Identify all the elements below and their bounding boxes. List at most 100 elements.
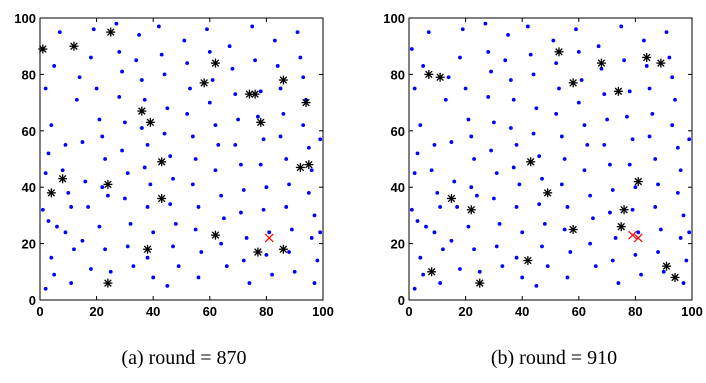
node-point [678, 236, 683, 240]
node-point [188, 86, 192, 91]
cluster-head-point [157, 193, 167, 203]
cluster-head-point [106, 27, 116, 37]
y-tick-label: 20 [22, 237, 36, 252]
node-point [196, 205, 201, 209]
node-point [139, 78, 144, 82]
y-tick-label: 40 [22, 180, 36, 195]
cluster-head-point [633, 177, 643, 187]
node-point [301, 123, 306, 128]
cluster-head-point [46, 188, 56, 198]
node-point [446, 75, 451, 80]
node-point [452, 179, 457, 184]
node-point [466, 224, 471, 229]
cluster-head-point [424, 69, 434, 79]
node-point [241, 188, 246, 192]
node-point [616, 281, 621, 285]
cluster-head-point [619, 205, 629, 215]
node-point [292, 269, 297, 274]
cluster-head-point [642, 52, 652, 62]
node-point [670, 75, 675, 80]
node-point [272, 38, 277, 43]
node-point [123, 120, 127, 125]
node-point [106, 193, 110, 198]
node-point [537, 154, 542, 159]
x-tick-label: 40 [146, 304, 160, 319]
cluster-head-point [137, 106, 147, 116]
cluster-head-point [466, 205, 476, 215]
node-point [622, 58, 626, 63]
node-point [432, 143, 437, 147]
node-point [264, 252, 269, 257]
node-point [506, 33, 510, 37]
x-tick-label: 0 [405, 304, 412, 319]
node-point [287, 182, 291, 187]
node-point [562, 157, 567, 161]
node-point [633, 252, 638, 257]
node-point [443, 97, 448, 102]
cluster-head-point [616, 222, 626, 232]
node-point [275, 64, 280, 68]
node-point [264, 185, 269, 190]
node-point [52, 64, 57, 68]
node-point [650, 111, 655, 116]
node-point [438, 281, 443, 285]
y-tick-label: 0 [398, 293, 405, 308]
node-point [627, 89, 632, 94]
node-point [159, 52, 164, 57]
node-point [278, 86, 283, 91]
node-point [441, 247, 445, 252]
node-point [534, 106, 539, 111]
node-point [418, 255, 423, 260]
node-point [458, 55, 462, 60]
node-point [540, 244, 544, 249]
y-tick-label: 60 [22, 124, 36, 139]
node-point [472, 247, 476, 252]
node-point [278, 134, 283, 139]
cluster-head-point [143, 244, 153, 254]
node-point [233, 92, 238, 97]
node-point [542, 221, 547, 226]
cluster-head-point [670, 272, 680, 282]
node-point [514, 255, 519, 260]
node-point [77, 75, 82, 80]
node-point [190, 134, 195, 139]
node-point [681, 281, 686, 285]
cluster-head-point [596, 58, 606, 68]
cluster-head-point [554, 47, 564, 57]
node-point [489, 69, 493, 74]
node-point [486, 95, 491, 99]
node-point [661, 269, 666, 274]
node-point [455, 205, 460, 209]
node-point [458, 267, 462, 271]
node-point [103, 157, 107, 161]
node-point [525, 24, 530, 29]
y-tick-label: 100 [383, 11, 405, 26]
cluster-head-point [662, 261, 672, 271]
node-point [241, 258, 246, 263]
node-point [57, 30, 62, 34]
node-point [415, 219, 420, 223]
y-tick-label: 80 [22, 67, 36, 82]
node-point [449, 140, 454, 144]
node-point [165, 284, 170, 288]
cluster-head-point [38, 44, 48, 54]
cluster-head-point [613, 86, 623, 96]
node-point [86, 205, 91, 209]
node-point [213, 168, 218, 173]
node-point [545, 264, 550, 269]
node-point [69, 281, 74, 285]
node-point [608, 210, 612, 215]
y-tick-label: 80 [391, 67, 405, 82]
node-point [145, 143, 150, 147]
node-point [633, 185, 638, 190]
node-point [250, 24, 255, 29]
node-point [309, 236, 314, 240]
node-point [207, 49, 212, 54]
node-point [318, 230, 323, 235]
node-point [554, 111, 559, 116]
node-point [89, 55, 93, 60]
node-point [43, 171, 48, 176]
cluster-head-point [427, 267, 437, 277]
y-tick-label: 0 [29, 293, 36, 308]
node-point [43, 286, 48, 291]
